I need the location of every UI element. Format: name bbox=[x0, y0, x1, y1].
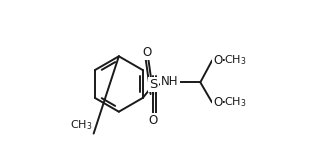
Text: CH$_3$: CH$_3$ bbox=[70, 118, 93, 132]
Text: O: O bbox=[213, 96, 222, 109]
Text: O: O bbox=[149, 114, 158, 127]
Text: O: O bbox=[213, 54, 222, 67]
Text: CH$_3$: CH$_3$ bbox=[224, 54, 247, 67]
Text: O: O bbox=[142, 46, 151, 59]
Text: NH: NH bbox=[161, 75, 179, 88]
Text: S: S bbox=[149, 78, 157, 91]
Text: CH$_3$: CH$_3$ bbox=[224, 96, 247, 109]
